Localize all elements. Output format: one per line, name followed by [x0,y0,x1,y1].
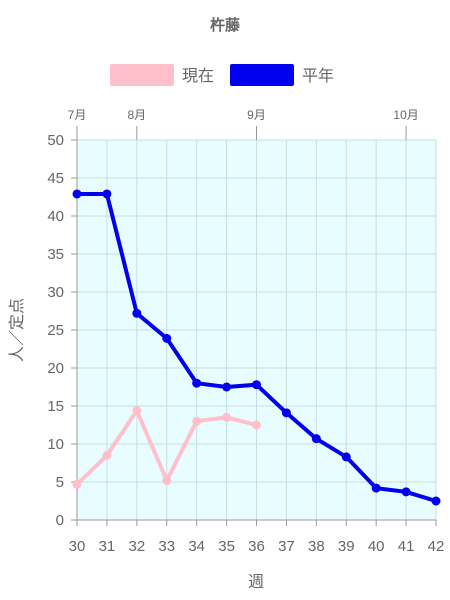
y-tick-label: 45 [47,170,64,187]
x-tick-label: 31 [99,538,116,555]
legend-label-current: 現在 [182,67,214,85]
series [72,189,441,506]
data-point-normal[interactable] [281,408,291,418]
data-point-normal[interactable] [132,308,142,318]
data-point-normal[interactable] [401,487,411,497]
month-label: 7月 [68,108,87,122]
data-point-normal[interactable] [252,380,261,390]
legend: 現在 平年 [110,64,334,86]
y-tick-label: 10 [47,436,64,453]
data-point-normal[interactable] [311,434,321,444]
y-tick-label: 5 [56,474,64,491]
legend-swatch-normal [230,64,294,86]
x-axis-label: 週 [248,573,264,591]
data-point-normal[interactable] [222,382,232,392]
y-tick-label: 25 [47,322,64,339]
y-tick-label: 20 [47,360,64,377]
data-point-current[interactable] [222,412,232,422]
x-tick-label: 30 [69,538,86,555]
data-point-normal[interactable] [162,333,172,343]
data-point-current[interactable] [252,420,261,430]
x-tick-label: 34 [188,538,205,555]
data-point-current[interactable] [192,416,202,426]
y-tick-label: 50 [47,132,64,149]
y-tick-label: 40 [47,208,64,225]
data-point-current[interactable] [102,450,112,460]
x-tick-label: 35 [218,538,235,555]
data-point-current[interactable] [162,475,172,485]
data-point-current[interactable] [132,406,142,416]
x-tick-label: 42 [428,538,445,555]
x-tick-label: 40 [368,538,385,555]
x-tick-label: 33 [158,538,175,555]
x-tick-label: 39 [338,538,355,555]
data-point-normal[interactable] [431,496,441,506]
data-point-normal[interactable] [72,189,82,199]
axes: 0 5 10 15 20 25 30 35 40 45 50 30 31 32 33 34 35 36 37 38 39… [47,108,444,555]
month-label: 8月 [127,108,146,122]
month-label: 9月 [247,108,266,122]
x-tick-label: 38 [308,538,325,555]
y-tick-label: 30 [47,284,64,301]
chart-title: 杵藤 [210,16,241,34]
data-point-normal[interactable] [341,452,351,462]
y-axis-label: 人／定点 [8,298,26,362]
x-tick-label: 41 [398,538,415,555]
x-tick-label: 32 [128,538,145,555]
legend-item-normal[interactable]: 平年 [230,64,334,86]
month-label: 10月 [393,108,418,122]
series-current [72,406,261,489]
series-normal [72,189,441,506]
data-point-normal[interactable] [102,189,112,199]
data-point-normal[interactable] [371,483,381,493]
y-tick-label: 0 [56,512,64,529]
legend-item-current[interactable]: 現在 [110,64,214,86]
legend-swatch-current [110,64,174,86]
legend-label-normal: 平年 [302,67,334,85]
data-point-normal[interactable] [192,378,202,388]
x-tick-label: 37 [278,538,295,555]
y-tick-label: 35 [47,246,64,263]
x-tick-label: 36 [248,538,265,555]
y-tick-label: 15 [47,398,64,415]
data-point-current[interactable] [72,479,82,489]
